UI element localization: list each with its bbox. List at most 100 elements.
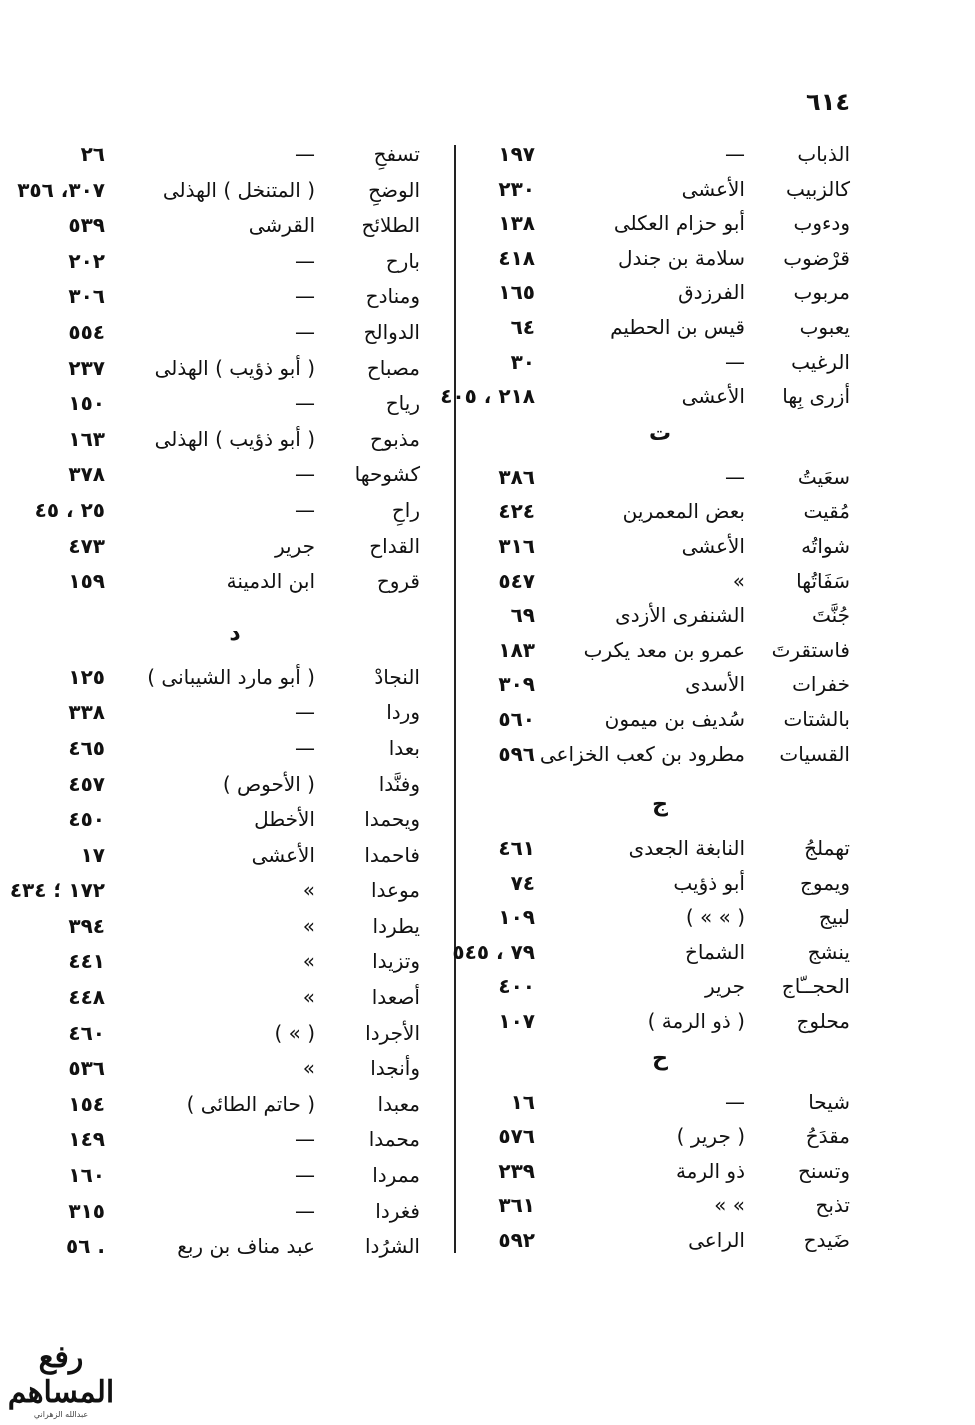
poet-name: » xyxy=(302,949,315,974)
index-entry: وأنجدا » ٥٣٦ xyxy=(50,1054,420,1090)
page-refs: ٧٩ ، ٥٤٥ xyxy=(452,939,535,964)
index-column-left: تسفحِ — ٢٦ الوضحِ ( المتنخل ) الهذلى ٣٠٧، ٣٥٦… xyxy=(10,140,420,1268)
page-number: ٦١٤ xyxy=(806,88,850,116)
index-entry: خفرات الأسدى ٣٠٩ xyxy=(470,670,850,705)
poet-name: — xyxy=(295,735,315,760)
page-refs: ١٤٩ xyxy=(68,1127,105,1152)
page-refs: ٣٨٦ xyxy=(498,464,535,489)
index-entry: جُنَّتَ الشنفرى الأزدى ٦٩ xyxy=(470,601,850,636)
index-entry: بعدا — ٤٦٥ xyxy=(50,734,420,770)
poet-name: الأعشى xyxy=(681,176,745,201)
rhyme-word: القسيات xyxy=(779,741,850,766)
index-entry: ودءوب أبو حزام العكلى ١٣٨ xyxy=(470,209,850,244)
index-entry: ضَيدح الراعى ٥٩٢ xyxy=(470,1226,850,1261)
rhyme-word: الذباب xyxy=(797,142,850,166)
poet-name: » xyxy=(302,985,315,1010)
index-entry: فاحمدا الأعشى ١٧ xyxy=(50,841,420,877)
section-letter: ت xyxy=(648,420,672,446)
rhyme-word: ودءوب xyxy=(793,211,850,236)
index-entry: الوضحِ ( المتنخل ) الهذلى ٣٠٧، ٣٥٦ xyxy=(17,176,420,212)
page-refs: ١٦٠ xyxy=(68,1163,105,1188)
spacer xyxy=(50,603,420,617)
poet-name: » xyxy=(302,878,315,903)
poet-name: بعض المعمرين xyxy=(622,499,745,524)
poet-name: ( المتنخل ) الهذلى xyxy=(162,177,315,202)
index-entry: الدوالح — ٥٥٤ xyxy=(50,318,420,354)
index-column-right: الذباب — ١٩٧ كالزبيب الأعشى ٢٣٠ ودءوب أبو حزام … xyxy=(440,140,851,1261)
page-refs: ٣٧٨ xyxy=(68,462,105,487)
poet-name: قيس بن الحطيم xyxy=(610,314,745,339)
watermark-subtext: عبدالله الزهراني xyxy=(33,1410,89,1419)
poet-name: ( أبو ذؤيب ) الهذلى xyxy=(154,426,315,451)
rhyme-word: ينشج xyxy=(807,939,850,964)
page-refs: ٣٠ xyxy=(510,349,535,374)
section-letter: ج xyxy=(652,792,668,818)
poet-name: — xyxy=(725,349,745,374)
rhyme-word: قروح xyxy=(376,569,420,594)
poet-name: سُديف بن ميمون xyxy=(604,706,745,731)
page-refs: ٢٥ ، ٤٥ xyxy=(34,497,105,522)
poet-name: الأعشى xyxy=(251,842,315,867)
rhyme-word: ويموج xyxy=(799,870,850,895)
poet-name: الأسدى xyxy=(685,672,745,697)
rhyme-word: كالزبيب xyxy=(786,176,850,201)
rhyme-word: محلوج xyxy=(796,1009,851,1034)
page-refs: ١٠٧ xyxy=(498,1009,535,1034)
index-entry: تهملجُ النابغة الجعدى ٤٦١ xyxy=(470,834,850,869)
rhyme-word: أزرى بِها xyxy=(782,384,850,409)
poet-name: أبو حزام العكلى xyxy=(613,211,745,236)
poet-name: ( أبو مارد الشيبانى ) xyxy=(147,664,315,689)
index-entry: الذباب — ١٩٧ xyxy=(470,140,850,175)
index-entry: قروح ابن الدمينة ١٥٩ xyxy=(50,567,420,603)
page-refs: ٥٦٠ xyxy=(498,706,535,731)
rhyme-word: معبدا xyxy=(377,1091,420,1116)
watermark-text: رفع المساهم xyxy=(7,1340,115,1410)
rhyme-word: تهملجُ xyxy=(804,836,850,861)
index-entry: الطلائح القرشى ٥٣٩ xyxy=(50,211,420,247)
rhyme-word: محمدا xyxy=(368,1127,420,1152)
rhyme-word: ضَيدح xyxy=(803,1228,850,1253)
rhyme-word: وفنَّدا xyxy=(378,771,420,796)
index-entry: ينشج الشماخ ٧٩ ، ٥٤٥ xyxy=(452,938,850,973)
rhyme-word: وأنجدا xyxy=(370,1056,420,1081)
page-refs: ٤٦١ xyxy=(498,836,535,861)
index-entry: محمدا — ١٤٩ xyxy=(50,1125,420,1161)
index-entry: وتزيدا » ٤٤١ xyxy=(50,947,420,983)
page-refs: ٤٧٣ xyxy=(68,533,105,558)
page-refs: ٤٤٨ xyxy=(68,985,105,1010)
rhyme-word: ومنادح xyxy=(365,284,420,309)
page-refs: ٦٤ xyxy=(510,314,535,339)
page-refs: ٣٣٨ xyxy=(68,700,105,725)
poet-name: النابغة الجعدى xyxy=(628,836,745,861)
poet-name: الأخطل xyxy=(254,807,315,832)
page-refs: ١٦٥ xyxy=(498,280,535,305)
spacer xyxy=(470,774,850,788)
page-refs: ٤٢٤ xyxy=(498,499,535,524)
rhyme-word: قرْضوب xyxy=(783,245,850,270)
rhyme-word: مصباح xyxy=(366,355,420,380)
index-entry: بارح — ٢٠٢ xyxy=(50,247,420,283)
rhyme-word: راحِ xyxy=(391,497,420,522)
index-entry: أصعدا » ٤٤٨ xyxy=(50,983,420,1019)
index-entry: وتسنح ذو الرمة ٢٣٩ xyxy=(470,1157,850,1192)
poet-name: الراعى xyxy=(688,1228,745,1253)
page-refs: ١٥٩ xyxy=(68,569,105,594)
rhyme-word: رياح xyxy=(385,391,420,416)
poet-name: — xyxy=(295,1198,315,1223)
index-entry: ومنادح — ٣٠٦ xyxy=(50,282,420,318)
poet-name: ذو الرمة xyxy=(675,1158,745,1183)
rhyme-word: شواتُه xyxy=(801,533,850,558)
index-entry: وردا — ٣٣٨ xyxy=(50,698,420,734)
page-refs: ١٥٤ xyxy=(68,1091,105,1116)
rhyme-word: شيحا xyxy=(808,1089,850,1114)
poet-name: الأعشى xyxy=(681,533,745,558)
index-entry: كشوحها — ٣٧٨ xyxy=(50,460,420,496)
page-refs: ١٦ xyxy=(510,1089,535,1114)
page-refs: ٥٤٧ xyxy=(498,568,535,593)
poet-name: جرير xyxy=(275,533,315,558)
poet-name: — xyxy=(295,497,315,522)
page-refs: ٣٠٩ xyxy=(498,672,535,697)
rhyme-word: الحجــّاج xyxy=(781,974,850,999)
index-entry: أزرى بِها الأعشى ٢١٨ ، ٤٠٥ xyxy=(440,382,850,417)
page-refs: ١٣٨ xyxy=(498,211,535,236)
